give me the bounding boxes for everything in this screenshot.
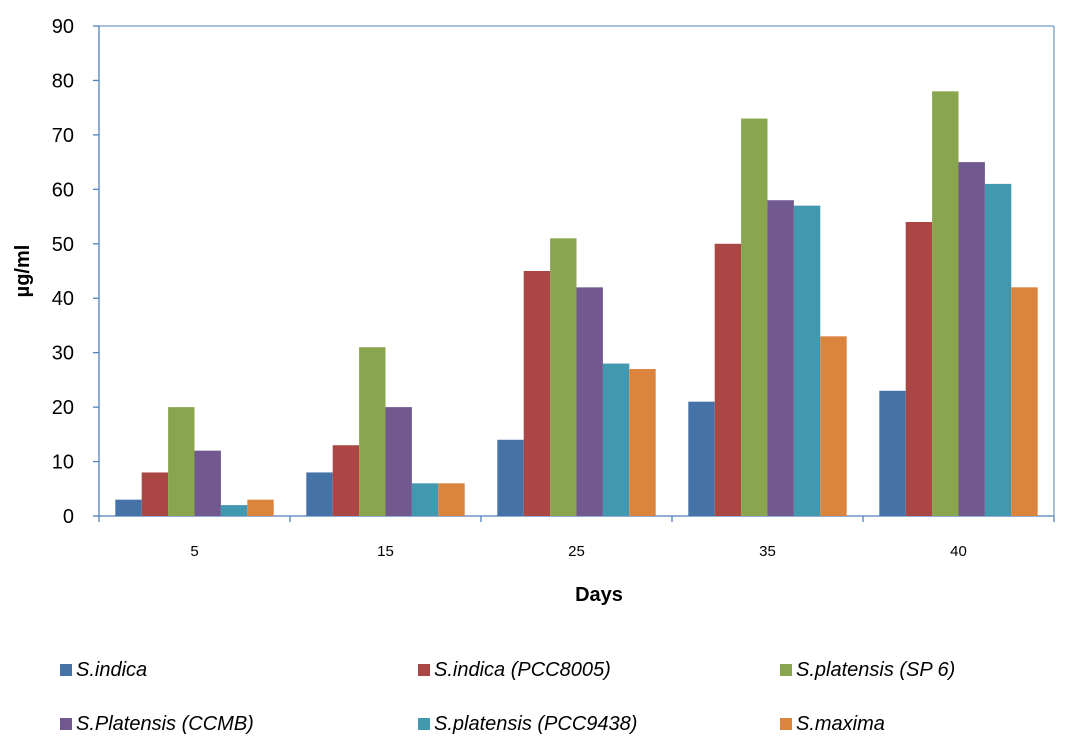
bar [1011, 287, 1038, 516]
bar [741, 118, 768, 517]
legend-swatch [780, 664, 792, 676]
bar [793, 205, 821, 516]
x-tick-label: 5 [190, 543, 198, 560]
x-tick-label: 40 [950, 543, 967, 560]
bar [984, 183, 1012, 516]
x-tick-label: 15 [377, 543, 394, 560]
x-axis: 5 15 25 35 40 [98, 516, 1055, 560]
bar [820, 336, 847, 516]
legend-swatch [60, 718, 72, 730]
bar [438, 483, 465, 516]
bar [141, 472, 169, 516]
bar [932, 91, 959, 516]
bar [306, 472, 333, 516]
bar [767, 200, 794, 516]
legend-item: S.indica (PCC8005) [418, 658, 780, 682]
y-tick-label: 20 [52, 397, 74, 419]
bar [247, 499, 274, 516]
bars [115, 91, 1038, 517]
bar [168, 407, 195, 516]
legend-label: S.indica (PCC8005) [434, 658, 611, 681]
y-axis: 0 10 20 30 40 50 60 70 80 90 [52, 16, 99, 528]
legend-swatch [780, 718, 792, 730]
bar [629, 369, 656, 516]
legend-item: S.indica [60, 658, 418, 682]
legend-swatch [60, 664, 72, 676]
y-tick-label: 10 [52, 452, 74, 474]
x-tick-label: 25 [568, 543, 585, 560]
legend-swatch [418, 718, 430, 730]
y-tick-label: 80 [52, 70, 74, 92]
y-tick-label: 40 [52, 288, 74, 310]
bar [194, 450, 221, 516]
legend: S.indica S.indica (PCC8005) S.platensis (S… [60, 658, 1050, 736]
bar [602, 363, 630, 516]
bar [958, 162, 985, 516]
y-tick-label: 50 [52, 234, 74, 256]
bar [714, 243, 742, 516]
bar [359, 347, 386, 516]
bar [115, 499, 142, 516]
y-tick-label: 90 [52, 16, 74, 38]
bar [385, 407, 412, 516]
bar [523, 271, 551, 516]
bar [332, 445, 360, 516]
legend-item: S.platensis (SP 6) [780, 658, 1050, 682]
bar [905, 222, 933, 516]
bar [411, 483, 439, 516]
y-axis-title: µg/ml [12, 245, 34, 298]
y-tick-label: 30 [52, 343, 74, 365]
bar [497, 439, 524, 516]
x-tick-label: 35 [759, 543, 776, 560]
bar-chart: 0 10 20 30 40 50 60 70 80 90 5 15 25 35 40 µg/ml Days [12, 16, 1055, 606]
y-tick-label: 70 [52, 125, 74, 147]
bar [550, 238, 577, 517]
bar [879, 390, 906, 516]
bar [688, 401, 715, 516]
legend-swatch [418, 664, 430, 676]
x-axis-title: Days [575, 584, 623, 606]
legend-label: S.indica [76, 658, 148, 681]
bar [576, 287, 603, 516]
y-tick-label: 0 [63, 506, 74, 528]
bar [220, 505, 248, 516]
y-tick-label: 60 [52, 179, 74, 201]
legend-label: S.platensis (SP 6) [796, 658, 956, 681]
